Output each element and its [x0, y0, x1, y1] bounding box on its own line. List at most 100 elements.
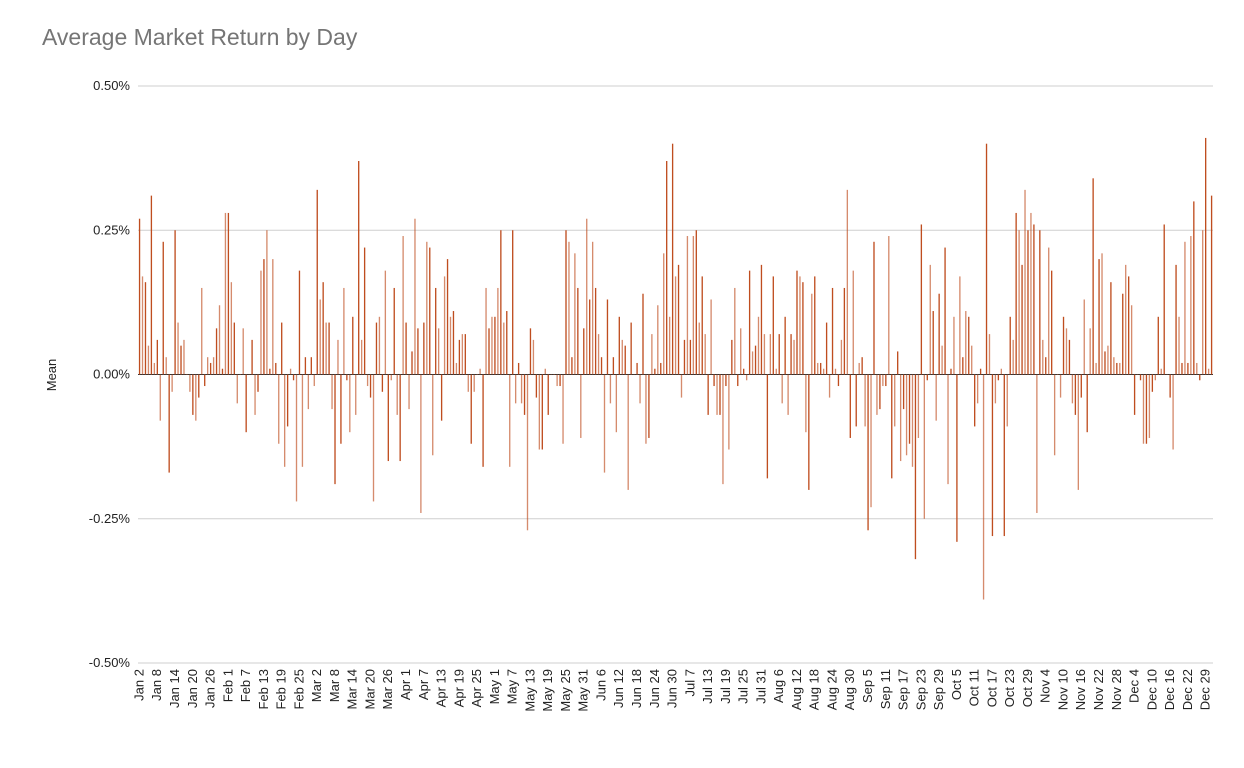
bar — [876, 374, 878, 415]
x-tick-label: Apr 19 — [451, 669, 466, 707]
x-tick-label: Dec 29 — [1198, 669, 1213, 710]
bar — [358, 161, 360, 375]
x-tick-label: Jun 18 — [629, 669, 644, 708]
bar — [1086, 374, 1088, 433]
bar — [420, 374, 422, 513]
bar — [1077, 374, 1079, 490]
bar — [541, 374, 543, 450]
bar — [683, 339, 686, 375]
bar — [737, 374, 739, 387]
bar — [778, 334, 780, 375]
bar — [464, 334, 466, 375]
bar — [974, 374, 976, 427]
bar — [1080, 374, 1082, 398]
bar — [399, 374, 401, 462]
bar — [257, 374, 259, 392]
bar — [674, 276, 677, 375]
bar — [790, 334, 792, 375]
bar — [1042, 339, 1044, 375]
bar — [760, 264, 763, 375]
bar — [781, 374, 783, 404]
bar — [636, 362, 638, 375]
bar — [1045, 357, 1047, 375]
bar — [745, 374, 748, 381]
bar — [571, 357, 573, 375]
bar — [298, 270, 301, 375]
bar — [695, 230, 697, 375]
bar — [1015, 212, 1017, 375]
bar — [603, 374, 606, 473]
x-tick-label: Nov 22 — [1091, 669, 1106, 710]
bar — [269, 368, 271, 375]
bar — [882, 374, 884, 387]
bar — [275, 362, 277, 375]
bar — [825, 322, 828, 375]
bar — [526, 374, 529, 531]
bar — [509, 374, 511, 467]
bar — [710, 299, 712, 375]
bar — [837, 374, 840, 387]
bar — [630, 322, 632, 375]
x-tick-label: Mar 14 — [345, 669, 360, 709]
x-tick-label: Apr 1 — [398, 669, 413, 700]
y-tick-label: -0.50% — [89, 655, 131, 670]
bar — [393, 287, 395, 375]
bar — [165, 357, 167, 375]
bar — [864, 374, 866, 427]
bar — [292, 374, 295, 381]
bar — [319, 299, 321, 375]
bar — [239, 374, 241, 375]
bar — [615, 374, 618, 433]
bar — [926, 374, 928, 381]
bar — [263, 259, 265, 375]
bar — [852, 270, 854, 375]
x-tick-label: Aug 24 — [824, 669, 839, 710]
bar — [950, 368, 952, 375]
bar — [150, 195, 153, 375]
bar — [396, 374, 398, 415]
bar — [814, 276, 816, 375]
bar — [817, 362, 819, 375]
x-tick-label: Sep 23 — [913, 669, 928, 710]
x-tick-label: Nov 28 — [1109, 669, 1124, 710]
bar — [313, 374, 315, 387]
bar — [600, 357, 603, 375]
bar — [698, 322, 700, 375]
bar — [221, 368, 224, 375]
bar — [1104, 351, 1106, 375]
bar — [1122, 293, 1124, 375]
bar — [553, 374, 555, 375]
bar — [346, 374, 348, 381]
bar — [174, 230, 176, 375]
bar — [1181, 362, 1183, 375]
bar — [793, 339, 795, 375]
x-tick-label: Jul 25 — [736, 669, 751, 704]
bar — [1071, 374, 1074, 404]
bar — [586, 218, 588, 375]
bar — [482, 374, 484, 467]
bar — [260, 270, 262, 375]
bar — [947, 374, 949, 485]
bar — [322, 282, 324, 375]
bar — [1148, 374, 1151, 438]
bar — [1172, 374, 1174, 450]
bar — [506, 311, 508, 375]
x-tick-label: Jan 2 — [131, 669, 146, 701]
bar — [316, 189, 318, 375]
bar — [281, 322, 283, 375]
bar — [479, 368, 481, 375]
bar — [1178, 316, 1180, 375]
bar — [1027, 230, 1029, 375]
bar — [618, 316, 620, 375]
bar — [426, 241, 428, 375]
bar — [503, 322, 505, 375]
bar — [660, 362, 662, 375]
bar — [1199, 374, 1201, 381]
bar — [1012, 339, 1014, 375]
bar — [870, 374, 872, 508]
bar — [550, 374, 552, 375]
bar — [440, 374, 443, 421]
x-tick-label: May 1 — [487, 669, 502, 704]
bar — [917, 374, 920, 438]
bar — [568, 241, 570, 375]
